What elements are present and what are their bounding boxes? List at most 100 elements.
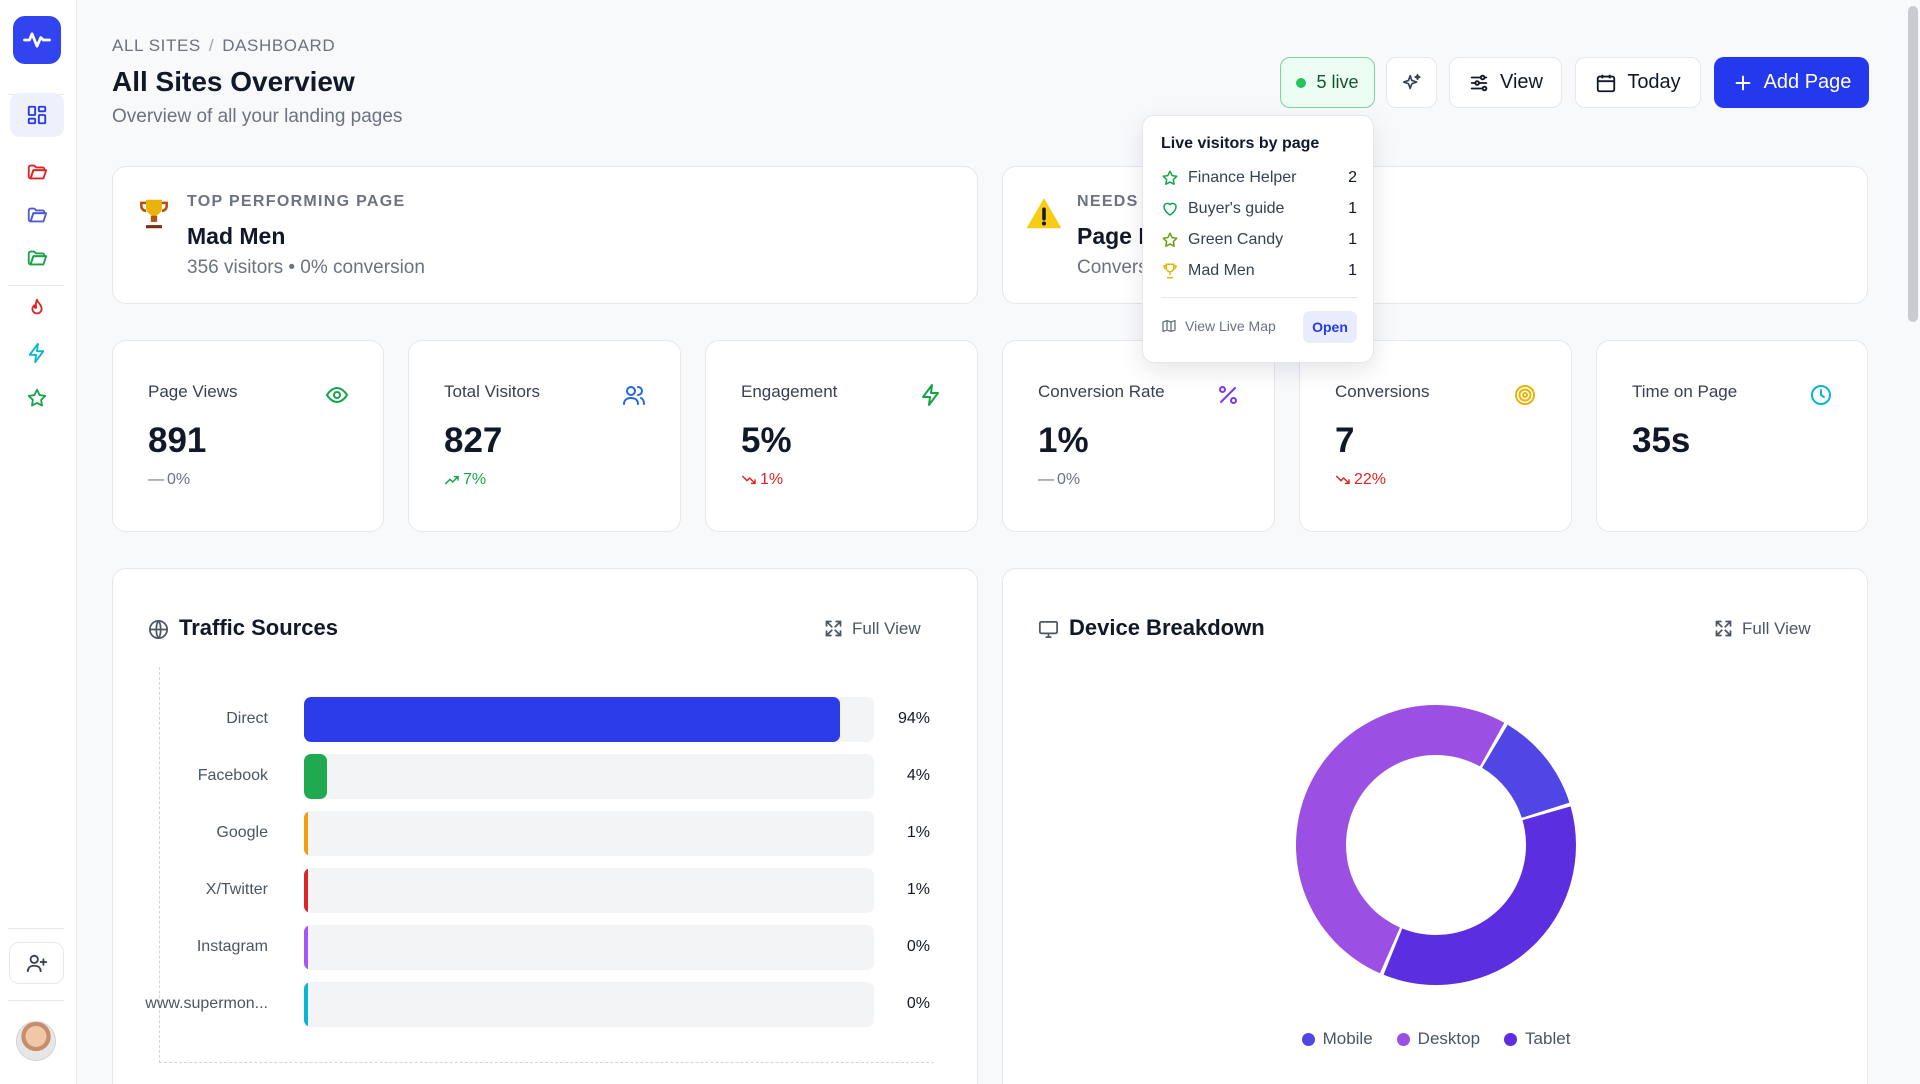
traffic-source-row[interactable]: Facebook 4% (160, 754, 935, 799)
traffic-source-row[interactable]: Instagram 0% (160, 925, 935, 970)
top-performing-label: TOP PERFORMING PAGE (187, 193, 406, 210)
traffic-source-row[interactable]: X/Twitter 1% (160, 868, 935, 913)
traffic-source-row[interactable]: www.supermon... 0% (145, 982, 935, 1027)
legend-dot-icon (1301, 1032, 1315, 1046)
view-live-map-label: View Live Map (1185, 318, 1276, 334)
stat-label: Page Views (148, 382, 238, 401)
breadcrumb: ALL SITES / DASHBOARD (112, 36, 335, 56)
sidebar-item-folder-green[interactable] (10, 236, 64, 280)
ai-insights-button[interactable] (1386, 57, 1437, 108)
date-range-button[interactable]: Today (1575, 57, 1701, 108)
sidebar-item-folder-red[interactable] (10, 150, 64, 194)
full-view-label: Full View (852, 618, 921, 638)
stat-label: Total Visitors (444, 382, 541, 401)
lightning-icon (28, 342, 45, 364)
stat-card-total-visitors[interactable]: Total Visitors 827 7% (408, 340, 681, 532)
sidebar-item-fast[interactable] (10, 331, 64, 375)
stat-card-engagement[interactable]: Engagement 5% 1% (705, 340, 978, 532)
view-options-button[interactable]: View (1449, 57, 1562, 108)
open-live-map-button[interactable]: Open (1303, 311, 1357, 343)
traffic-source-label: Instagram (196, 938, 268, 955)
traffic-bar (304, 697, 840, 742)
sidebar-item-dashboard[interactable] (10, 93, 64, 137)
traffic-full-view-button[interactable]: Full View (823, 618, 921, 639)
stat-change-value: 22% (1354, 471, 1387, 488)
invite-user-button[interactable] (9, 942, 64, 984)
popover-divider (1161, 297, 1357, 298)
traffic-source-row[interactable]: Direct 94% (160, 697, 935, 742)
legend-label: Desktop (1417, 1029, 1481, 1048)
traffic-sources-panel: Traffic Sources Full View Direct 94% Faceb… (112, 568, 978, 1084)
stat-change-value: 0% (167, 471, 191, 488)
legend-item[interactable]: Desktop (1396, 1029, 1481, 1049)
sidebar-item-hot[interactable] (10, 286, 64, 330)
breadcrumb-root[interactable]: ALL SITES (112, 36, 201, 55)
stat-card-page-views[interactable]: Page Views 891 —0% (112, 340, 384, 532)
plus-icon (1735, 75, 1750, 90)
trend-neutral-icon: — (148, 471, 164, 488)
legend-item[interactable]: Mobile (1301, 1029, 1373, 1049)
pulse-logo-icon[interactable] (13, 16, 61, 64)
sidebar-item-folder-blue[interactable] (10, 193, 64, 237)
donut-slice-mobile[interactable] (1482, 724, 1570, 818)
traffic-source-percent: 1% (906, 881, 930, 898)
popover-row[interactable]: Finance Helper 2 (1161, 167, 1357, 189)
legend-item[interactable]: Tablet (1504, 1029, 1570, 1049)
view-live-map-link[interactable]: View Live Map (1161, 318, 1276, 334)
stat-change: 1% (741, 471, 783, 489)
scrollbar-thumb[interactable] (1908, 6, 1918, 322)
page-scrollbar[interactable] (1904, 0, 1920, 1084)
breadcrumb-current: DASHBOARD (222, 36, 336, 55)
stat-label: Conversion Rate (1038, 382, 1165, 401)
stat-value: 891 (148, 421, 207, 460)
avatar[interactable] (16, 1021, 56, 1061)
traffic-source-label: Facebook (197, 767, 268, 784)
traffic-source-label: www.supermon... (145, 995, 268, 1012)
add-page-button[interactable]: Add Page (1714, 57, 1869, 108)
device-legend: Mobile Desktop Tablet (1003, 1029, 1869, 1049)
traffic-source-label: X/Twitter (205, 881, 268, 898)
top-performing-card[interactable]: TOP PERFORMING PAGE Mad Men 356 visitors… (112, 166, 978, 304)
popover-page-count: 1 (1348, 262, 1357, 279)
device-full-view-button[interactable]: Full View (1713, 618, 1811, 639)
traffic-bar-track (304, 754, 874, 799)
stat-card-conversions[interactable]: Conversions 7 22% (1299, 340, 1572, 532)
stat-card-conversion-rate[interactable]: Conversion Rate 1% —0% (1002, 340, 1275, 532)
needs-attention-card[interactable]: NEEDS ATTENTION Page Performance Convers… (1002, 166, 1868, 304)
page-subtitle: Overview of all your landing pages (112, 106, 403, 127)
popover-page-name: Green Candy (1188, 231, 1284, 248)
star-icon (27, 388, 47, 407)
popover-page-name: Buyer's guide (1188, 200, 1285, 217)
donut-slice-tablet[interactable] (1383, 806, 1576, 985)
popover-row[interactable]: Green Candy 1 (1161, 229, 1357, 251)
popover-row[interactable]: Mad Men 1 (1161, 260, 1357, 282)
traffic-bar-track (304, 811, 874, 856)
donut-slice-desktop[interactable] (1296, 704, 1505, 974)
popover-row[interactable]: Buyer's guide 1 (1161, 198, 1357, 220)
live-dot-icon (1296, 77, 1307, 88)
sidebar-item-favorites[interactable] (10, 376, 64, 420)
flame-icon (31, 298, 43, 315)
breadcrumb-separator: / (208, 36, 215, 55)
traffic-bar-track (304, 868, 874, 913)
traffic-source-percent: 0% (906, 995, 930, 1012)
traffic-source-row[interactable]: Google 1% (160, 811, 935, 856)
stat-label: Time on Page (1632, 382, 1738, 401)
sidebar-divider (8, 1000, 64, 1001)
warning-icon (1026, 198, 1062, 229)
full-view-label: Full View (1742, 618, 1811, 638)
traffic-source-label: Google (216, 824, 268, 841)
traffic-bar-track (304, 982, 874, 1027)
device-donut-chart (1296, 704, 1576, 985)
traffic-bar (304, 925, 308, 970)
sliders-icon (1470, 74, 1488, 91)
legend-label: Tablet (1525, 1029, 1571, 1048)
stat-card-time-on-page[interactable]: Time on Page 35s (1596, 340, 1868, 532)
star-icon (1162, 232, 1178, 247)
traffic-bar (304, 982, 308, 1027)
traffic-source-percent: 0% (906, 938, 930, 955)
legend-label: Mobile (1322, 1029, 1373, 1048)
live-visitors-button[interactable]: 5 live (1280, 57, 1375, 108)
traffic-source-percent: 1% (906, 824, 930, 841)
legend-dot-icon (1504, 1032, 1518, 1046)
